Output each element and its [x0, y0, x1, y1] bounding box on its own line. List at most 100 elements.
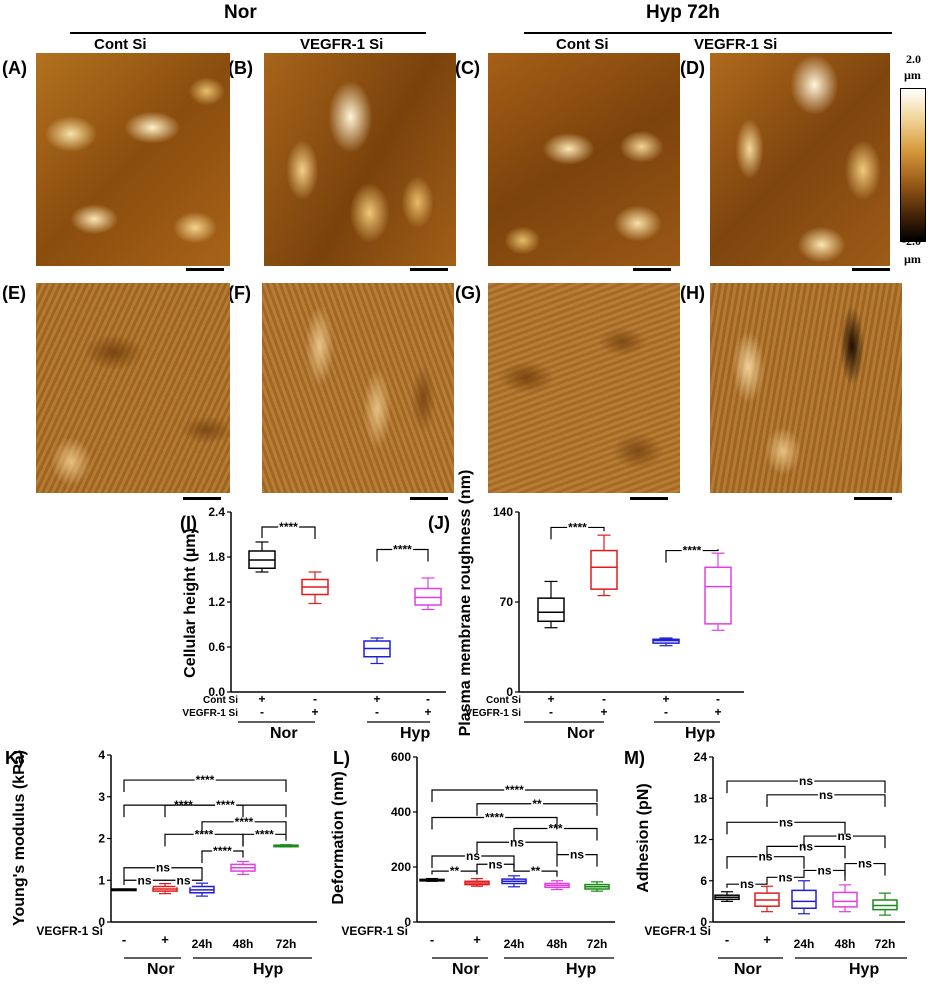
y-axis-label-k: Young's modulus (kPa) — [11, 750, 28, 926]
significance-label-bg-k — [193, 827, 215, 842]
significance-label-bg-l — [568, 847, 586, 862]
y-tick-label-m: 12 — [694, 833, 708, 847]
group-label-i: Nor — [270, 725, 298, 742]
significance-label-bg-l — [487, 857, 504, 872]
significance-label-k: ns — [156, 861, 170, 875]
significance-label-i: **** — [279, 520, 298, 534]
significance-label-bg-l — [529, 864, 542, 879]
row-label-l: VEGFR-1 Si — [341, 924, 408, 938]
significance-label-bg-k — [194, 773, 216, 788]
header-nor-underline — [70, 32, 426, 34]
afm-height-image-c — [488, 53, 680, 266]
group-label-j: Hyp — [685, 725, 715, 742]
group-label-j: Nor — [567, 725, 595, 742]
subheader-cont-si-nor: Cont Si — [94, 36, 147, 53]
y-tick-label-m: 24 — [694, 750, 708, 764]
time-label-m: 24h — [794, 937, 815, 951]
y-tick-label-l: 600 — [391, 750, 411, 764]
subheader-vegfr-si-hyp: VEGFR-1 Si — [694, 36, 778, 53]
significance-label-bg-i — [278, 520, 300, 534]
group-label-i: Hyp — [400, 725, 430, 742]
y-tick-label-i: 2.4 — [208, 505, 225, 519]
box-j — [537, 597, 565, 623]
scale-bar-f — [410, 497, 448, 500]
colorbar-top-unit: µm — [904, 68, 921, 82]
significance-label-m: ns — [779, 815, 793, 829]
group-label-l: Hyp — [566, 961, 596, 978]
panel-label-b: (B) — [228, 58, 253, 78]
y-axis-label-i: Cellular height (µm) — [182, 528, 199, 678]
scale-bar-c — [633, 268, 671, 271]
panel-label-h: (H) — [680, 283, 705, 303]
time-label-l: 48h — [547, 937, 568, 951]
significance-label-bg-k — [215, 798, 237, 813]
significance-label-j: **** — [683, 544, 702, 558]
panel-label-m: M) — [624, 748, 645, 768]
time-label-m: 72h — [875, 937, 896, 951]
significance-label-bg-l — [448, 864, 461, 879]
afm-deflection-image-e — [36, 283, 230, 493]
significance-label-m: ns — [740, 877, 754, 891]
afm-height-image-d — [710, 53, 890, 266]
panel-label-a: (A) — [2, 58, 27, 78]
colorbar-top-value: 2.0 — [906, 52, 921, 66]
significance-label-bg-k — [254, 827, 276, 842]
significance-label-bg-j — [681, 543, 703, 558]
significance-label-bg-k — [136, 873, 153, 888]
y-tick-label-m: 0 — [700, 915, 707, 929]
scale-bar-h — [854, 497, 892, 500]
significance-label-bg-m — [777, 815, 795, 830]
afm-deflection-image-g — [488, 283, 680, 493]
significance-label-l: *** — [548, 822, 562, 836]
y-axis-label-m: Adhesion (pN) — [635, 783, 652, 892]
significance-label-m: ns — [819, 788, 833, 802]
significance-label-k: ns — [176, 873, 190, 887]
significance-label-bg-m — [817, 787, 835, 802]
row-mark-m: - — [725, 932, 729, 947]
significance-label-bg-l — [547, 821, 564, 836]
y-tick-label-l: 400 — [391, 805, 411, 819]
panel-label-k: K) — [5, 748, 24, 768]
significance-label-k: **** — [235, 815, 254, 829]
y-tick-label-m: 18 — [694, 791, 708, 805]
group-label-k: Nor — [147, 961, 175, 978]
significance-label-k: **** — [216, 798, 235, 812]
row-mark-k: - — [122, 932, 126, 947]
significance-label-m: ns — [799, 774, 813, 788]
y-tick-label-j: 140 — [493, 505, 513, 519]
y-tick-label-l: 0 — [404, 915, 411, 929]
scale-bar-d — [852, 268, 890, 271]
row-mark-i: - — [375, 705, 379, 719]
group-label-m: Hyp — [849, 961, 879, 978]
significance-label-bg-m — [738, 877, 756, 892]
row-mark-l: + — [473, 932, 481, 947]
row-label-m: VEGFR-1 Si — [644, 924, 711, 938]
row-label-k: VEGFR-1 Si — [36, 924, 103, 938]
panel-label-i: (I) — [180, 513, 197, 533]
significance-label-bg-l — [508, 835, 526, 850]
significance-label-l: **** — [505, 783, 524, 797]
significance-label-bg-l — [484, 810, 506, 825]
significance-label-bg-m — [777, 870, 794, 885]
significance-label-k: **** — [255, 827, 274, 841]
afm-deflection-image-h — [710, 283, 902, 493]
row-mark-j: - — [549, 705, 553, 719]
significance-label-l: ns — [570, 848, 584, 862]
box-m — [791, 889, 817, 909]
panel-label-d: (D) — [680, 58, 705, 78]
afm-deflection-image-f — [262, 283, 454, 493]
y-tick-label-k: 1 — [98, 873, 105, 887]
row-mark-j: - — [716, 692, 720, 706]
row-mark-j: + — [600, 705, 607, 719]
significance-label-j: **** — [568, 520, 587, 534]
y-tick-label-k: 3 — [98, 790, 105, 804]
colorbar-bottom-value: -2.0 — [902, 234, 921, 248]
row-mark-m: + — [763, 932, 771, 947]
row-mark-k: + — [161, 932, 169, 947]
row-mark-i: - — [313, 692, 317, 706]
row-label-i: Cont Si — [203, 695, 238, 706]
significance-label-bg-m — [816, 863, 833, 878]
header-hyp-underline — [524, 32, 892, 34]
significance-label-bg-l — [504, 783, 526, 797]
significance-label-m: ns — [778, 870, 792, 884]
